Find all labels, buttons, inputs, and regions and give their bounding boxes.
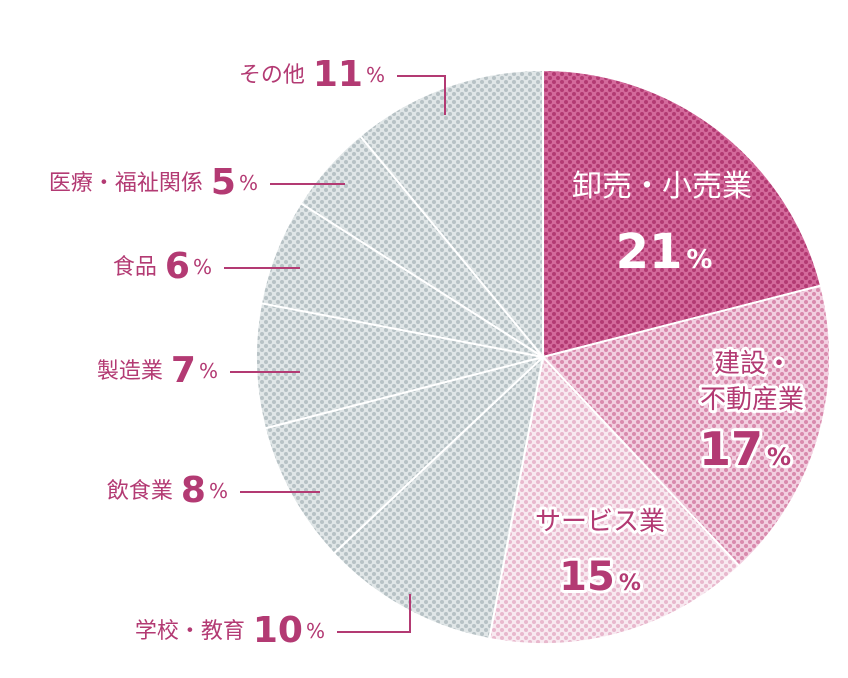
category-percent: 7 <box>171 350 196 391</box>
pie-slices <box>255 68 832 645</box>
category-percent: 8 <box>181 470 206 511</box>
slice-label: 不動産業 <box>700 385 804 415</box>
category-percent: 6 <box>165 246 190 287</box>
category-label: 医療・福祉関係 5% <box>49 162 258 203</box>
category-percent: 10 <box>253 610 303 651</box>
leader-line <box>337 594 411 633</box>
category-percent: 11 <box>313 54 363 95</box>
slice-label: 卸売・小売業 <box>572 169 752 204</box>
category-label: 食品 6% <box>113 246 212 287</box>
category-label: 学校・教育 10% <box>135 610 325 651</box>
pie-slice <box>263 356 544 555</box>
leader-line <box>397 75 446 115</box>
pie-slice <box>541 284 832 568</box>
pie-slice <box>332 354 545 641</box>
leader-lines <box>224 75 446 633</box>
category-label: 飲食業 8% <box>107 470 228 511</box>
slice-percent: 17% <box>699 422 791 476</box>
pie-slice <box>542 68 823 359</box>
category-label: その他 11% <box>239 54 385 95</box>
category-label: 製造業 7% <box>97 350 218 391</box>
category-percent: 5 <box>211 162 236 203</box>
pie-slice <box>488 354 741 645</box>
pie-slice <box>255 302 544 430</box>
slice-label: サービス業 <box>535 507 665 537</box>
slice-label: 建設・ <box>714 349 792 379</box>
